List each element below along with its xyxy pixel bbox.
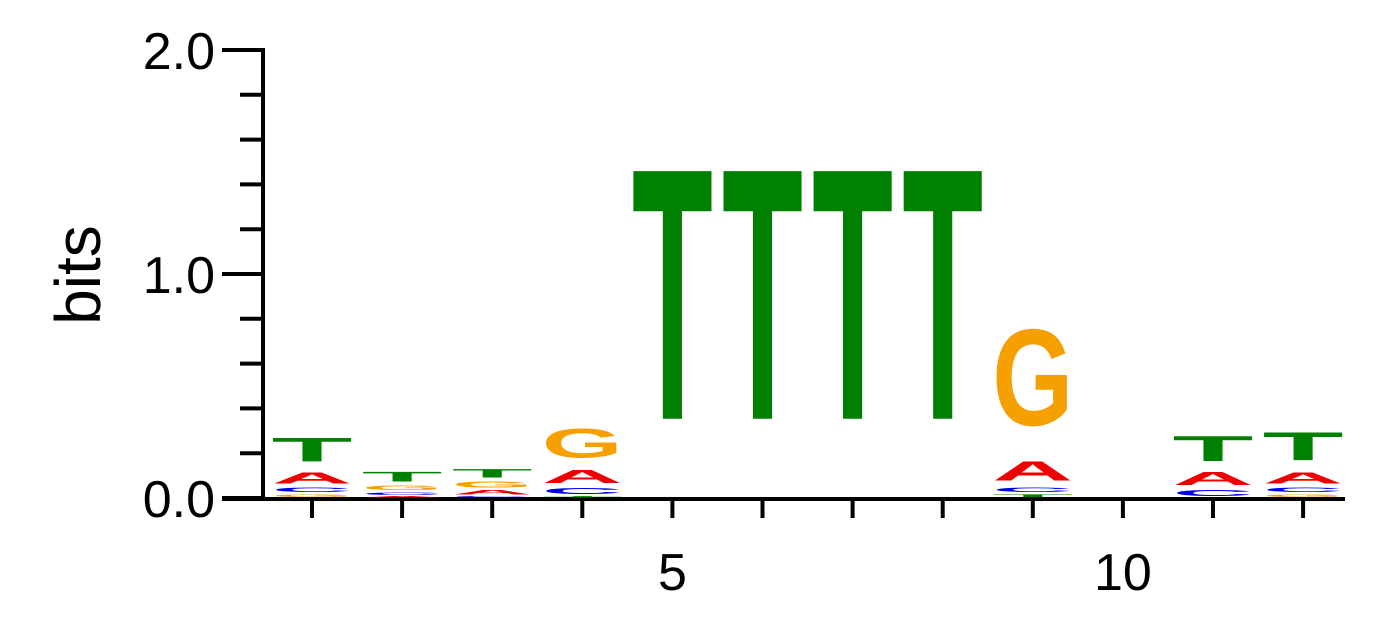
letter-t-pos-3: T	[452, 467, 533, 480]
y-tick-label: 2.0	[143, 23, 215, 81]
letter-a-pos-9: A	[992, 456, 1073, 487]
x-tick-label: 5	[658, 544, 687, 602]
letter-c-pos-3: C	[452, 496, 533, 498]
letter-t-pos-9: T	[992, 493, 1073, 497]
letter-g-pos-3: G	[452, 480, 533, 489]
letter-c-pos-1: C	[272, 487, 353, 494]
letter-t-pos-11: T	[1173, 428, 1254, 468]
letter-g-pos-1: G	[272, 493, 353, 498]
letter-g-pos-12: G	[1263, 493, 1344, 498]
letter-c-pos-9: C	[992, 487, 1073, 494]
letter-t-pos-7: T	[812, 94, 893, 496]
letter-t-pos-8: T	[902, 94, 983, 496]
letter-c-pos-2: C	[362, 491, 443, 495]
letter-a-pos-4: A	[542, 467, 623, 487]
letter-c-pos-11: C	[1173, 489, 1254, 498]
letter-t-pos-4: T	[542, 496, 623, 498]
letter-c-pos-12: C	[1263, 487, 1344, 494]
letter-t-pos-1: T	[272, 430, 353, 468]
letter-a-pos-12: A	[1263, 469, 1344, 487]
letter-t-pos-6: T	[722, 94, 803, 496]
letter-a-pos-2: A	[362, 496, 443, 498]
y-tick-label: 1.0	[143, 247, 215, 305]
y-axis: 0.0 1.0 2.0	[143, 23, 265, 529]
letter-t-pos-5: T	[632, 94, 713, 496]
letter-a-pos-11: A	[1173, 469, 1254, 489]
y-axis-title: bits	[42, 225, 114, 325]
letter-a-pos-3: A	[452, 489, 533, 496]
letter-g-pos-4: G	[542, 419, 623, 466]
letter-g-pos-9: G	[992, 300, 1073, 455]
letter-t-pos-2: T	[362, 469, 443, 485]
x-axis: 5 10	[222, 497, 1345, 602]
letter-g-pos-2: G	[362, 485, 443, 492]
x-tick-label: 10	[1094, 544, 1152, 602]
letter-c-pos-4: C	[542, 487, 623, 496]
letter-a-pos-1: A	[272, 469, 353, 487]
y-tick-label: 0.0	[143, 471, 215, 529]
letter-t-pos-12: T	[1263, 424, 1344, 469]
